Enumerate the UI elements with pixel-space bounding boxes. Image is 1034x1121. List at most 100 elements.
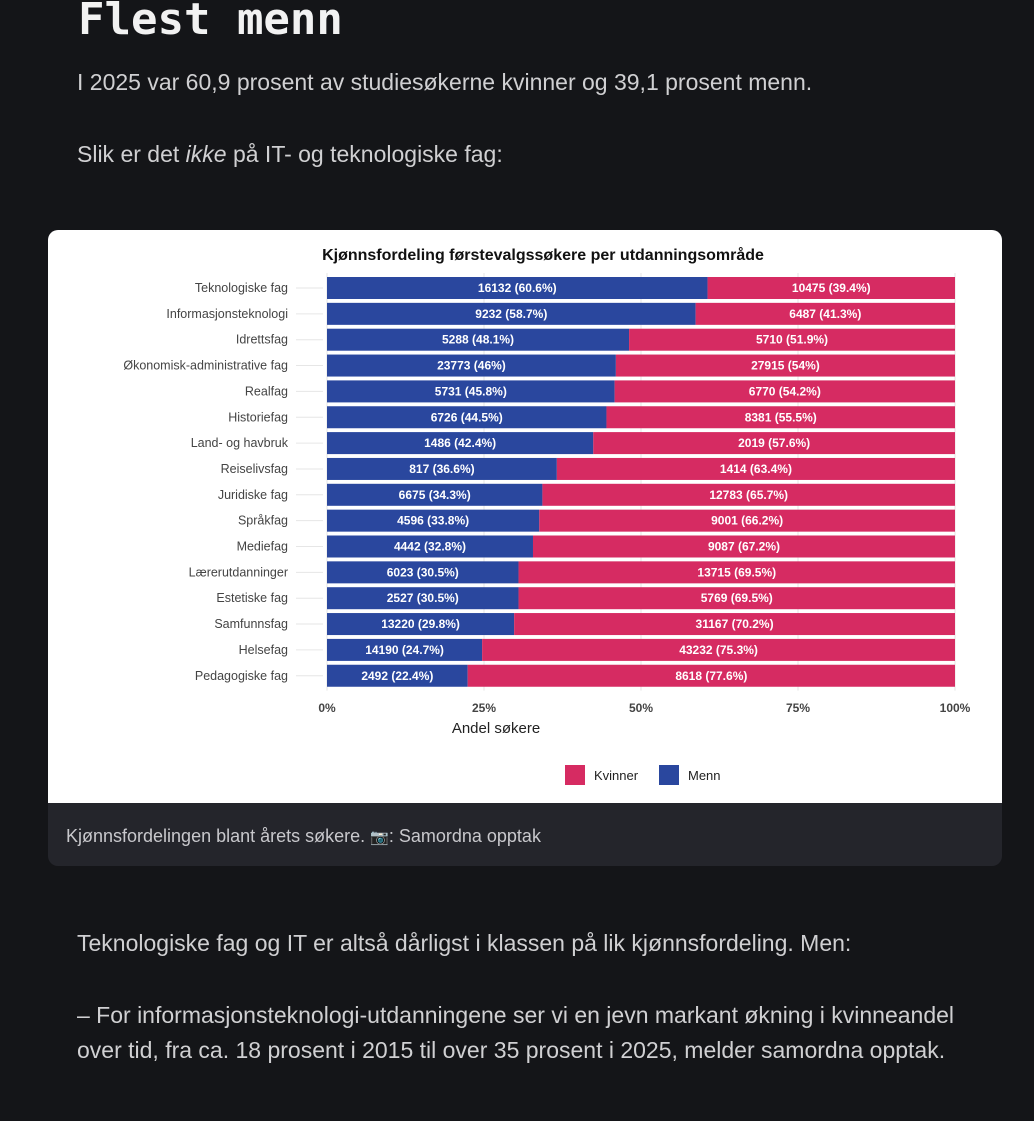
- bar-kvinner: [606, 406, 955, 429]
- x-axis-label: Andel søkere: [452, 720, 540, 737]
- data-label-kvinner: 8618 (77.6%): [675, 669, 747, 683]
- data-label-menn: 817 (36.6%): [409, 462, 474, 476]
- x-tick-label: 0%: [318, 701, 336, 715]
- figure-caption: Kjønnsfordelingen blant årets søkere. 📷:…: [66, 826, 541, 847]
- y-tick-label: Juridiske fag: [218, 488, 288, 502]
- data-label-menn: 2527 (30.5%): [387, 591, 459, 605]
- bar-kvinner: [467, 664, 955, 687]
- bar-kvinner: [532, 535, 955, 558]
- y-tick-label: Teknologiske fag: [195, 281, 288, 295]
- data-label-menn: 16132 (60.6%): [478, 281, 557, 295]
- lead-paragraph: Slik er det ikke på IT- og teknologiske …: [77, 137, 957, 172]
- bar-menn: [327, 613, 515, 636]
- bar-menn: [327, 509, 540, 532]
- y-tick-label: Helsefag: [239, 643, 288, 657]
- x-tick-label: 25%: [472, 701, 496, 715]
- data-label-menn: 23773 (46%): [437, 359, 506, 373]
- bar-menn: [327, 380, 615, 403]
- data-label-kvinner: 2019 (57.6%): [738, 436, 810, 450]
- data-label-kvinner: 6487 (41.3%): [789, 307, 861, 321]
- data-label-kvinner: 6770 (54.2%): [749, 384, 821, 398]
- data-label-kvinner: 31167 (70.2%): [696, 617, 774, 631]
- bar-menn: [327, 354, 616, 377]
- y-tick-label: Idrettsfag: [236, 333, 288, 347]
- data-label-menn: 9232 (58.7%): [475, 307, 547, 321]
- data-label-menn: 5288 (48.1%): [442, 333, 514, 347]
- bar-menn: [327, 457, 557, 480]
- bar-kvinner: [556, 457, 955, 480]
- x-tick-label: 50%: [629, 701, 653, 715]
- legend-label-kvinner: Kvinner: [594, 768, 639, 783]
- outro-paragraph-2: – For informasjonsteknologi-utdanningene…: [77, 1002, 955, 1063]
- data-label-kvinner: 5769 (69.5%): [701, 591, 773, 605]
- y-tick-label: Mediefag: [237, 540, 288, 554]
- legend-swatch-kvinner: [565, 765, 585, 785]
- bar-kvinner: [539, 509, 955, 532]
- caption-source: : Samordna opptak: [388, 826, 541, 846]
- bar-menn: [327, 328, 630, 351]
- y-tick-label: Historiefag: [228, 410, 288, 424]
- data-label-kvinner: 12783 (65.7%): [709, 488, 788, 502]
- bar-menn: [327, 432, 594, 455]
- y-tick-label: Økonomisk-administrative fag: [123, 359, 288, 373]
- lead-emphasis: ikke: [185, 141, 227, 167]
- y-tick-label: Reiselivsfag: [221, 462, 288, 476]
- y-tick-label: Land- og havbruk: [191, 436, 289, 450]
- data-label-kvinner: 13715 (69.5%): [697, 565, 776, 579]
- data-label-kvinner: 10475 (39.4%): [792, 281, 871, 295]
- chart-figure: Kjønnsfordeling førstevalgssøkere per ut…: [48, 230, 1002, 866]
- bar-menn: [327, 664, 468, 687]
- data-label-kvinner: 9087 (67.2%): [708, 540, 780, 554]
- bar-menn: [327, 638, 483, 661]
- data-label-menn: 14190 (24.7%): [365, 643, 444, 657]
- x-tick-label: 100%: [940, 701, 971, 715]
- chart-title: Kjønnsfordeling førstevalgssøkere per ut…: [322, 246, 764, 264]
- y-tick-label: Estetiske fag: [216, 591, 288, 605]
- bar-kvinner: [695, 302, 955, 325]
- bar-kvinner: [593, 432, 955, 455]
- legend-swatch-menn: [659, 765, 679, 785]
- data-label-menn: 4596 (33.8%): [397, 514, 469, 528]
- data-label-kvinner: 1414 (63.4%): [720, 462, 792, 476]
- legend-label-menn: Menn: [688, 768, 721, 783]
- bar-kvinner: [707, 277, 955, 299]
- bar-kvinner: [629, 328, 955, 351]
- x-tick-label: 75%: [786, 701, 810, 715]
- y-tick-label: Informasjonsteknologi: [166, 307, 288, 321]
- bar-menn: [327, 302, 696, 325]
- data-label-kvinner: 5710 (51.9%): [756, 333, 828, 347]
- data-label-menn: 6726 (44.5%): [431, 410, 503, 424]
- data-label-menn: 6023 (30.5%): [387, 565, 459, 579]
- data-label-kvinner: 43232 (75.3%): [679, 643, 758, 657]
- data-label-menn: 5731 (45.8%): [435, 384, 507, 398]
- data-label-menn: 1486 (42.4%): [424, 436, 496, 450]
- bar-kvinner: [615, 354, 955, 377]
- bar-menn: [327, 277, 708, 299]
- y-tick-label: Realfag: [245, 384, 288, 398]
- bar-menn: [327, 535, 533, 558]
- caption-text: Kjønnsfordelingen blant årets søkere.: [66, 826, 371, 846]
- chart-area: Kjønnsfordeling førstevalgssøkere per ut…: [48, 230, 1002, 803]
- bar-kvinner: [514, 613, 955, 636]
- bar-menn: [327, 561, 519, 584]
- outro-paragraph-1: Teknologiske fag og IT er altså dårligst…: [77, 930, 852, 956]
- bar-kvinner: [482, 638, 955, 661]
- intro-paragraph: I 2025 var 60,9 prosent av studiesøkerne…: [77, 69, 813, 95]
- bar-menn: [327, 406, 607, 429]
- camera-icon: 📷: [370, 829, 389, 846]
- lead-text-end: på IT- og teknologiske fag:: [226, 141, 503, 167]
- bar-menn: [327, 587, 519, 610]
- y-tick-label: Pedagogiske fag: [195, 669, 288, 683]
- bar-kvinner: [614, 380, 955, 403]
- bar-kvinner: [542, 483, 955, 506]
- lead-text: Slik er det: [77, 141, 186, 167]
- y-tick-label: Samfunnsfag: [214, 617, 288, 631]
- data-label-kvinner: 8381 (55.5%): [745, 410, 817, 424]
- data-label-menn: 13220 (29.8%): [381, 617, 460, 631]
- data-label-menn: 6675 (34.3%): [399, 488, 471, 502]
- data-label-kvinner: 27915 (54%): [751, 359, 820, 373]
- data-label-kvinner: 9001 (66.2%): [711, 514, 783, 528]
- stacked-bar-chart: Kjønnsfordeling førstevalgssøkere per ut…: [123, 246, 971, 785]
- bar-menn: [327, 483, 543, 506]
- bar-kvinner: [518, 587, 955, 610]
